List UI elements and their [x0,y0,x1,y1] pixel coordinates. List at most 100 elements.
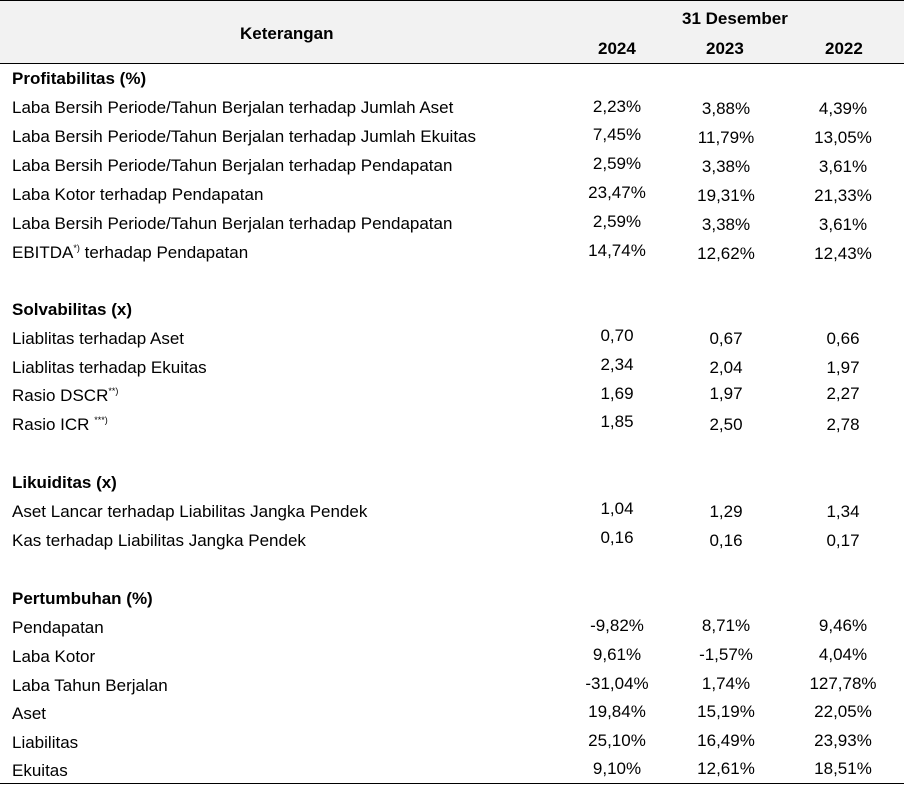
period-header: 31 Desember [682,9,788,28]
value-cell-2022: 23,93% [814,731,872,750]
row-label-text: Laba Tahun Berjalan [12,676,168,695]
row-label-text: Laba Bersih Periode/Tahun Berjalan terha… [12,98,454,117]
row-label: Aset Lancar terhadap Liabilitas Jangka P… [12,500,367,524]
table-row: Liablitas terhadap Aset 0,70 0,67 0,66 [0,326,904,351]
section-title: Profitabilitas (%) [12,69,147,88]
top-rule [0,0,904,1]
description-column-header: Keterangan [240,24,334,43]
value-cell-2024: 2,59% [592,212,642,231]
table-row: Kas terhadap Liabilitas Jangka Pendek 0,1… [0,528,904,553]
value-cell-2023: 2,04 [709,358,743,377]
value-cell-2022: 4,39% [818,99,868,118]
table-row: Ekuitas 9,10% 12,61% 18,51% [0,759,904,783]
value-cell-2024: 19,84% [588,702,646,721]
row-label-text: Aset [12,704,47,723]
row-label-text: Laba Kotor terhadap Pendapatan [12,185,264,204]
table-row: Liabilitas 25,10% 16,49% 23,93% [0,731,904,755]
value-cell-2023: 1,74% [701,674,751,693]
table-row: Laba Bersih Periode/Tahun Berjalan terha… [0,125,904,149]
value-cell-2024: 1,69 [600,384,634,403]
value-cell-2024: 7,45% [592,125,642,144]
value-cell-2022: 0,66 [826,329,860,348]
table-row: EBITDA*) terhadap Pendapatan 14,74% 12,62%… [0,241,904,265]
section-header: Solvabilitas (x) [0,298,904,322]
value-cell-2024: 9,10% [592,759,642,778]
value-cell-2024: 14,74% [588,241,646,260]
value-cell-2024: 23,47% [588,183,646,202]
footnote-marker: *) [73,243,80,253]
value-cell-2024: 2,59% [592,154,642,173]
section-title: Solvabilitas (x) [12,300,132,319]
row-label-text: Aset Lancar terhadap Liabilitas Jangka P… [12,502,368,521]
value-cell-2023: 12,61% [697,759,755,778]
value-cell-2022: 3,61% [818,157,868,176]
value-cell-2023: 0,16 [709,531,743,550]
table-row: Laba Kotor terhadap Pendapatan 23,47% 19,3… [0,183,904,207]
row-label: Laba Kotor terhadap Pendapatan [12,183,263,207]
table-row: Aset 19,84% 15,19% 22,05% [0,702,904,726]
bottom-rule [0,783,904,784]
year-header-2024: 2024 [598,39,636,58]
row-label: Rasio ICR ***) [12,413,108,437]
value-cell-2022: 9,46% [818,616,868,635]
footnote-marker: **) [108,386,119,396]
value-cell-2022: 1,97 [826,358,860,377]
row-label-text: Liablitas terhadap Ekuitas [12,358,207,377]
row-label-text: Pendapatan [12,618,104,637]
value-cell-2022: 21,33% [814,186,872,205]
row-label: Pendapatan [12,616,104,640]
row-label: Liabilitas [12,731,78,755]
table-row: Liablitas terhadap Ekuitas 2,34 2,04 1,97 [0,355,904,380]
value-cell-2024: -9,82% [590,616,644,635]
value-cell-2023: 3,38% [701,157,751,176]
value-cell-2023: 2,50 [709,415,743,434]
footnote-marker: ***) [94,415,108,425]
value-cell-2023: 1,29 [709,502,743,521]
value-cell-2024: 2,23% [592,97,642,116]
value-cell-2022: 12,43% [814,244,872,263]
value-cell-2022: 4,04% [818,645,868,664]
row-label: Laba Bersih Periode/Tahun Berjalan terha… [12,125,476,149]
value-cell-2022: 3,61% [818,215,868,234]
value-cell-2023: 15,19% [697,702,755,721]
row-label-text: Laba Bersih Periode/Tahun Berjalan terha… [12,214,453,233]
value-cell-2023: -1,57% [699,645,753,664]
value-cell-2022: 0,17 [826,531,860,550]
row-label-text: Liabilitas [12,733,79,752]
row-label-text: Rasio ICR [12,415,95,434]
value-cell-2023: 8,71% [701,616,751,635]
header-rule [0,63,904,64]
value-cell-2023: 11,79% [697,128,755,147]
row-label: EBITDA*) terhadap Pendapatan [12,241,248,265]
row-label-text: Rasio DSCR [12,386,109,405]
year-header-2022: 2022 [825,39,863,58]
value-cell-2024: 1,85 [600,412,634,431]
table-row: Pendapatan -9,82% 8,71% 9,46% [0,616,904,640]
value-cell-2023: 3,38% [701,215,751,234]
table-row: Rasio DSCR**) 1,69 1,97 2,27 [0,384,904,408]
table-row: Laba Bersih Periode/Tahun Berjalan terha… [0,96,904,120]
row-label-text: Laba Bersih Periode/Tahun Berjalan terha… [12,127,477,146]
value-cell-2023: 16,49% [697,731,755,750]
table-header [0,0,904,63]
section-title: Pertumbuhan (%) [12,589,153,608]
row-label: Liablitas terhadap Ekuitas [12,356,207,380]
value-cell-2023: 12,62% [697,244,755,263]
value-cell-2024: 2,34 [600,355,634,374]
row-label: Laba Kotor [12,645,95,669]
section-header: Profitabilitas (%) [0,67,904,91]
row-label: Laba Tahun Berjalan [12,674,168,698]
value-cell-2023: 0,67 [709,329,743,348]
value-cell-2022: 13,05% [814,128,872,147]
row-label: Ekuitas [12,759,68,783]
table-row: Laba Bersih Periode/Tahun Berjalan terha… [0,212,904,236]
value-cell-2024: 25,10% [588,731,646,750]
value-cell-2022: 2,27 [826,384,860,403]
table-row: Laba Kotor 9,61% -1,57% 4,04% [0,645,904,669]
table-row: Laba Bersih Periode/Tahun Berjalan terha… [0,154,904,178]
row-label: Laba Bersih Periode/Tahun Berjalan terha… [12,96,453,120]
table-row: Aset Lancar terhadap Liabilitas Jangka P… [0,499,904,524]
row-label-text: Kas terhadap Liabilitas Jangka Pendek [12,531,306,550]
row-label: Liablitas terhadap Aset [12,327,184,351]
